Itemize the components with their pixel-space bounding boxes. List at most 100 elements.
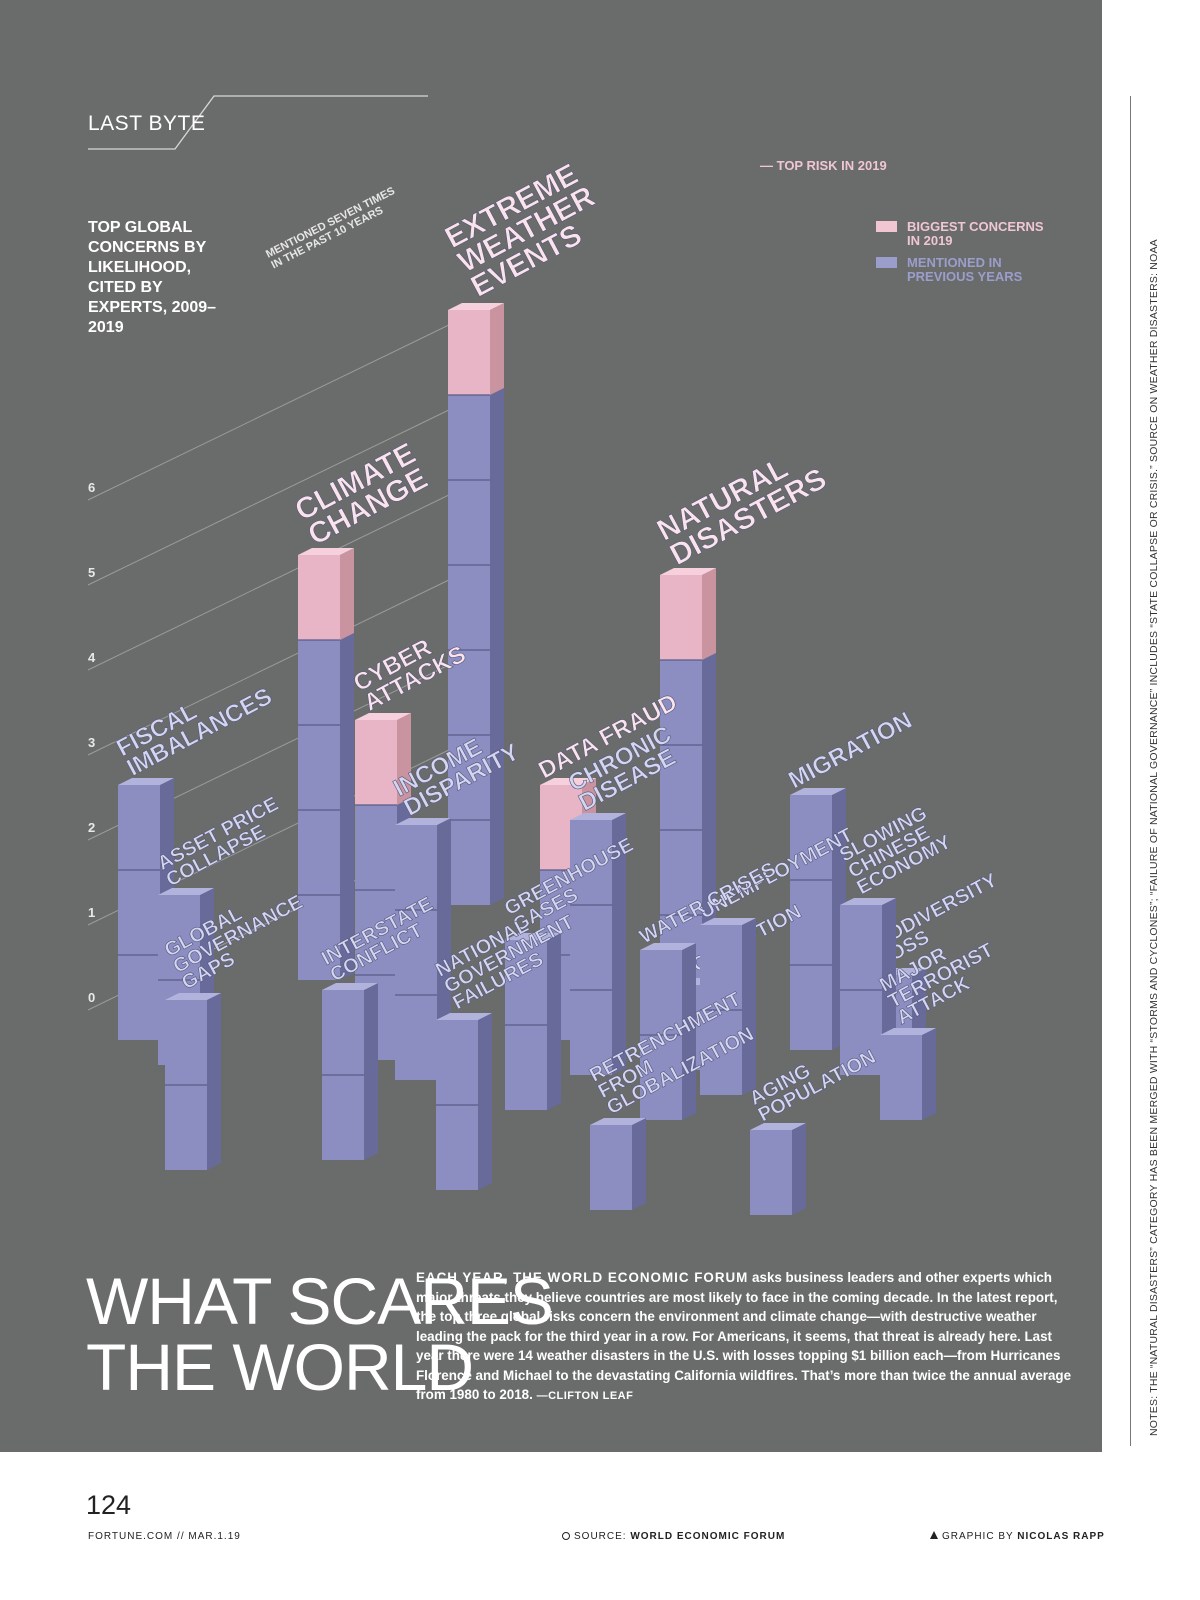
bar-label-line: MIGRATION	[784, 707, 916, 794]
bar-top	[640, 943, 696, 950]
byline: —CLIFTON LEAF	[536, 1390, 634, 1402]
headline-line-1: WHAT SCARES	[86, 1264, 554, 1338]
bar-top	[165, 993, 221, 1000]
bar-side	[922, 1028, 936, 1120]
bar-front	[790, 795, 832, 1050]
bar-top	[298, 548, 354, 555]
bar-top	[158, 888, 214, 895]
bar-side	[742, 918, 756, 1095]
legend-swatch-2019	[876, 221, 897, 232]
bar-top	[570, 813, 626, 820]
bar-top	[395, 818, 451, 825]
bar-top	[505, 933, 561, 940]
legend: BIGGEST CONCERNS IN 2019 MENTIONED IN PR…	[876, 220, 1047, 292]
y-tick-label: 6	[88, 480, 95, 495]
bar-top	[840, 898, 896, 905]
infographic-panel: LAST BYTE TOP GLOBAL CONCERNS BY LIKELIH…	[0, 0, 1102, 1452]
bar-side	[490, 303, 504, 905]
bar-top	[448, 303, 504, 310]
bar-side	[702, 568, 716, 1000]
page-number: 124	[86, 1490, 132, 1520]
chart-title: TOP GLOBAL CONCERNS BY LIKELIHOOD, CITED…	[88, 219, 217, 336]
bar-side	[612, 813, 626, 1075]
footer-source-prefix: SOURCE:	[574, 1531, 631, 1542]
circle-icon	[562, 1532, 570, 1540]
notes-divider	[1130, 96, 1131, 1446]
bar-top	[436, 1013, 492, 1020]
bar-top	[660, 568, 716, 575]
decorative-lines	[88, 95, 428, 150]
triangle-icon	[930, 1531, 938, 1539]
footer-graphic-name: NICOLAS RAPP	[1017, 1531, 1105, 1542]
guide-line	[87, 406, 456, 586]
guide-line	[87, 491, 456, 671]
bar-front-2019	[660, 575, 702, 660]
top-risk-annotation: — TOP RISK IN 2019	[760, 158, 887, 173]
bar-side	[792, 1123, 806, 1215]
bar-front	[590, 1125, 632, 1210]
legend-label-previous: MENTIONED IN PREVIOUS YEARS	[907, 255, 1023, 284]
bar-side	[547, 933, 561, 1110]
notes-text: NOTES: THE “NATURAL DISASTERS” CATEGORY …	[1148, 239, 1160, 1436]
footer-source-name: WORLD ECONOMIC FORUM	[630, 1531, 786, 1542]
footer-publication: FORTUNE.COM // MAR.1.19	[88, 1531, 241, 1542]
guide-line	[87, 576, 456, 756]
bar-side-2019	[702, 568, 716, 660]
body-copy: asks business leaders and other experts …	[416, 1270, 1072, 1402]
body-lead: EACH YEAR, THE WORLD ECONOMIC FORUM	[416, 1270, 749, 1285]
bar-side	[632, 1118, 646, 1210]
legend-item-previous: MENTIONED IN PREVIOUS YEARS	[876, 256, 1047, 284]
bar-front	[118, 785, 160, 1040]
bar-top	[790, 788, 846, 795]
bar-front	[750, 1130, 792, 1215]
guide-line	[87, 321, 456, 501]
bar-side	[682, 943, 696, 1120]
bar-side	[478, 1013, 492, 1190]
bar-front-2019	[298, 555, 340, 640]
bar-top	[880, 1028, 936, 1035]
bar-side-2019	[397, 713, 411, 805]
y-tick-label: 3	[88, 735, 95, 750]
bar-side	[340, 548, 354, 980]
bar-top	[700, 918, 756, 925]
legend-swatch-previous	[876, 257, 897, 268]
y-tick-label: 1	[88, 905, 95, 920]
bar-front	[880, 1035, 922, 1120]
footer-graphic-prefix: GRAPHIC BY	[942, 1531, 1018, 1542]
footer-source: SOURCE: WORLD ECONOMIC FORUM	[562, 1531, 785, 1542]
footer-graphic: GRAPHIC BY NICOLAS RAPP	[930, 1531, 1105, 1542]
body-text: EACH YEAR, THE WORLD ECONOMIC FORUM asks…	[416, 1268, 1072, 1407]
y-tick-label: 4	[88, 650, 96, 665]
legend-label-2019: BIGGEST CONCERNS IN 2019	[907, 219, 1044, 248]
headline: WHAT SCARES THE WORLD	[86, 1264, 554, 1404]
bar-front	[448, 310, 490, 905]
bar-front-2019	[448, 310, 490, 395]
legend-item-2019: BIGGEST CONCERNS IN 2019	[876, 220, 1047, 248]
bar-side-2019	[340, 548, 354, 640]
bar-top	[322, 983, 378, 990]
bar-front-2019	[355, 720, 397, 805]
bar-front	[570, 820, 612, 1075]
bar-top	[750, 1123, 806, 1130]
bar-front	[395, 825, 437, 1080]
bar-side	[207, 993, 221, 1170]
y-tick-label: 0	[88, 990, 95, 1005]
y-tick-label: 5	[88, 565, 95, 580]
bar-side	[364, 983, 378, 1160]
bar-label: MIGRATION	[784, 707, 917, 795]
bar-top	[355, 713, 411, 720]
bar-top	[118, 778, 174, 785]
bar-top	[590, 1118, 646, 1125]
bar-side-2019	[490, 303, 504, 395]
headline-line-2: THE WORLD	[86, 1330, 474, 1404]
section-label: LAST BYTE	[88, 112, 206, 135]
